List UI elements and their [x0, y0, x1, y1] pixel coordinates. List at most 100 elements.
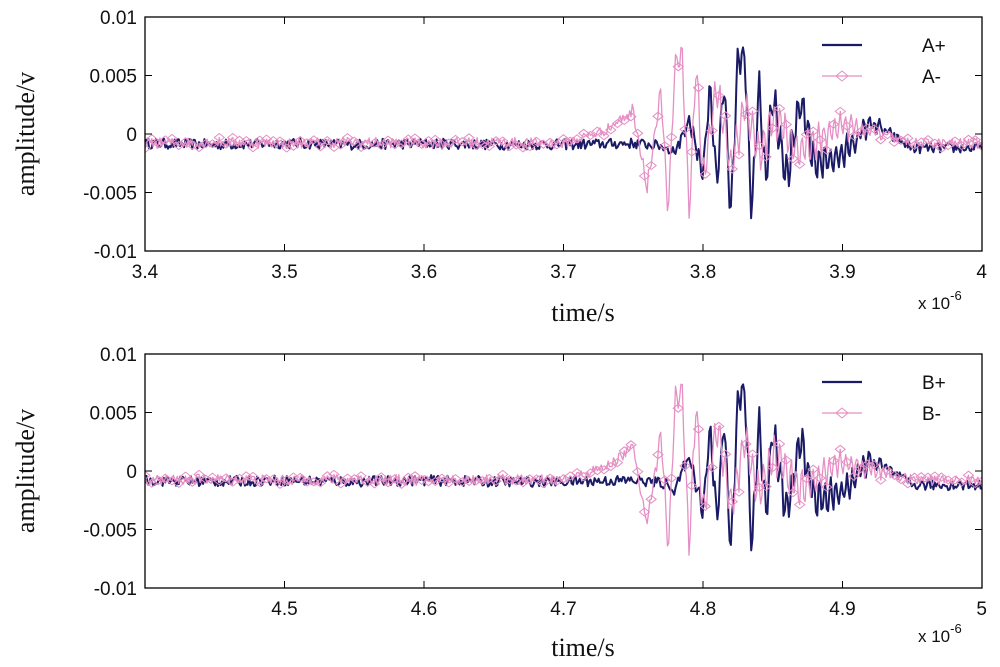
- series-marker-B-: [631, 466, 644, 477]
- series-marker-B-: [901, 479, 914, 489]
- series-marker-B-: [253, 477, 266, 487]
- series-marker-B-: [922, 472, 934, 482]
- y-tick-label: -0.005: [83, 184, 137, 205]
- series-marker-A-: [395, 139, 408, 149]
- series-marker-A-: [166, 133, 178, 144]
- series-marker-A-: [382, 135, 394, 145]
- series-marker-B-: [746, 449, 759, 459]
- series-marker-B-: [355, 471, 367, 481]
- series-marker-B-: [321, 471, 334, 481]
- series-marker-A-: [793, 159, 806, 170]
- y-tick-label: 0.005: [89, 404, 137, 425]
- series-marker-A-: [827, 119, 840, 129]
- series-marker-B-: [436, 473, 448, 483]
- series-marker-A-: [503, 141, 516, 152]
- series-marker-A-: [625, 112, 637, 122]
- series-marker-A-: [922, 134, 934, 145]
- series-marker-A-: [679, 124, 691, 134]
- legend-label: B-: [922, 404, 941, 425]
- series-marker-A-: [550, 140, 563, 150]
- series-marker-A-: [807, 126, 820, 136]
- series-marker-A-: [787, 154, 799, 164]
- series-marker-A-: [463, 133, 475, 143]
- y-tick-label: 0.005: [89, 67, 137, 88]
- series-marker-A-: [739, 109, 752, 120]
- series-marker-A-: [766, 123, 779, 133]
- series-marker-B-: [368, 479, 381, 489]
- y-tick-label: 0.01: [100, 345, 137, 366]
- series-marker-A-: [942, 140, 955, 151]
- series-marker-B-: [928, 471, 941, 481]
- x-axis-label: time/s: [551, 633, 615, 662]
- series-marker-A-: [638, 171, 651, 181]
- series-marker-B-: [685, 481, 698, 491]
- series-marker-A-: [179, 137, 192, 147]
- series-marker-B-: [314, 478, 327, 488]
- series-marker-A-: [206, 139, 219, 149]
- series-marker-A-: [530, 136, 543, 147]
- series-marker-B-: [645, 494, 658, 504]
- series-marker-B-: [402, 472, 415, 482]
- x-tick-label: 3.7: [550, 262, 576, 283]
- series-marker-A-: [429, 134, 442, 145]
- series-line-B-: [145, 383, 982, 556]
- series-marker-A-: [436, 139, 448, 150]
- series-marker-B-: [827, 456, 840, 466]
- series-marker-A-: [908, 140, 921, 150]
- series-marker-A-: [409, 133, 421, 143]
- series-marker-A-: [483, 141, 496, 152]
- series-marker-B-: [854, 464, 867, 474]
- series-marker-B-: [800, 474, 813, 484]
- series-marker-B-: [274, 479, 286, 490]
- x-tick-label: 4: [976, 262, 987, 283]
- series-marker-A-: [193, 142, 205, 153]
- series-marker-A-: [881, 129, 894, 140]
- series-marker-B-: [780, 455, 793, 465]
- series-marker-A-: [571, 134, 583, 144]
- series-marker-B-: [510, 476, 523, 486]
- series-marker-B-: [429, 476, 442, 487]
- series-marker-B-: [625, 440, 637, 450]
- series-marker-A-: [152, 139, 165, 149]
- legend-diamond-icon: [835, 407, 849, 419]
- series-marker-B-: [611, 457, 624, 468]
- series-marker-B-: [226, 477, 239, 487]
- series-marker-B-: [247, 471, 259, 482]
- series-marker-B-: [530, 474, 543, 484]
- series-marker-B-: [577, 471, 590, 482]
- x-tick-label: 3.5: [271, 262, 297, 283]
- series-marker-B-: [193, 469, 205, 480]
- y-tick-label: 0.01: [100, 8, 137, 29]
- series-marker-A-: [517, 143, 529, 153]
- series-marker-B-: [719, 449, 732, 459]
- series-marker-A-: [226, 132, 239, 143]
- series-marker-A-: [692, 83, 705, 93]
- series-marker-B-: [294, 472, 307, 483]
- series-marker-A-: [213, 132, 226, 143]
- series-marker-B-: [935, 472, 948, 482]
- series-marker-A-: [294, 135, 307, 146]
- series-marker-B-: [564, 471, 577, 481]
- series-marker-A-: [368, 138, 381, 148]
- legend-entry-A+: A+: [822, 36, 946, 57]
- series-marker-A-: [969, 135, 982, 145]
- series-marker-A-: [645, 160, 658, 171]
- series-marker-A-: [523, 141, 536, 152]
- series-marker-B-: [976, 476, 982, 486]
- series-marker-A-: [253, 135, 266, 145]
- series-marker-A-: [598, 131, 610, 141]
- series-marker-A-: [496, 136, 509, 146]
- series-marker-A-: [240, 135, 253, 146]
- series-marker-B-: [517, 478, 529, 488]
- series-marker-A-: [604, 125, 617, 135]
- series-marker-B-: [395, 479, 408, 489]
- series-marker-B-: [598, 465, 610, 475]
- series-marker-A-: [699, 169, 712, 179]
- series-marker-A-: [685, 147, 698, 157]
- legend-entry-B+: B+: [822, 373, 946, 394]
- series-marker-B-: [962, 470, 975, 480]
- series-marker-A-: [652, 111, 664, 121]
- series-marker-A-: [901, 133, 914, 143]
- series-marker-A-: [868, 124, 880, 134]
